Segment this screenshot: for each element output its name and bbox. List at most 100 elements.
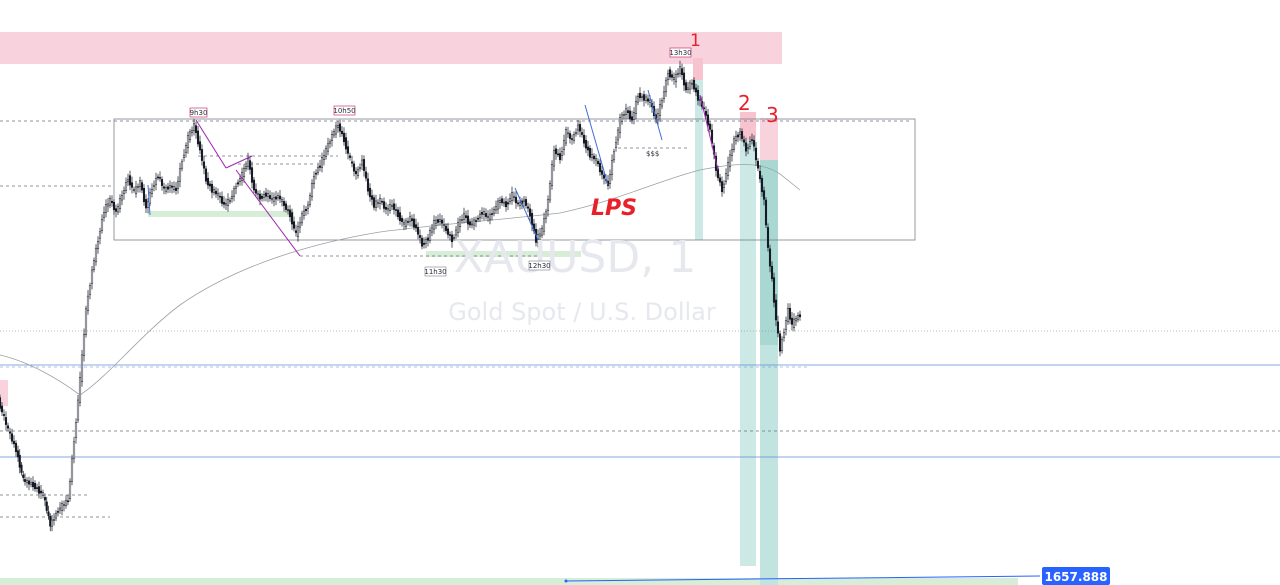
candle-body (544, 211, 548, 219)
candle-body (538, 233, 542, 237)
candle-body (236, 182, 240, 185)
candle-body (356, 169, 360, 176)
candle-body (596, 160, 600, 165)
candle-body (306, 204, 310, 209)
candle-body (442, 224, 446, 226)
lps-annotation: LPS (591, 196, 637, 221)
candle-body (472, 219, 476, 226)
candle-body (412, 218, 416, 228)
candle-body (168, 185, 172, 189)
candle-body (304, 209, 308, 211)
candle-body (92, 260, 96, 270)
candle-body (100, 219, 104, 231)
candle-body (776, 321, 780, 334)
candle-body (10, 433, 14, 442)
candle-body (430, 227, 434, 233)
candle-body (66, 500, 70, 503)
candle-body (782, 332, 786, 338)
supply-zone-peak-3 (760, 118, 778, 160)
candlesticks (0, 60, 802, 532)
candle-body (466, 215, 470, 225)
candle-body (488, 213, 492, 220)
candle-body (248, 160, 252, 170)
candle-body (496, 200, 500, 210)
candle-body (542, 218, 546, 232)
candle-body (234, 186, 238, 189)
candle-body (386, 208, 390, 211)
candle-body (194, 125, 198, 133)
candle-body (432, 219, 436, 230)
candle-body (280, 199, 284, 202)
candle-body (502, 201, 506, 204)
candle-body (16, 450, 20, 458)
candle-body (120, 195, 124, 201)
candle-body (37, 486, 41, 494)
candle-body (624, 108, 628, 115)
candle-body (20, 464, 23, 473)
candle-body (684, 82, 688, 91)
candle-body (728, 154, 732, 168)
candle-body (138, 180, 142, 187)
candle-body (136, 186, 140, 188)
candle-body (572, 134, 576, 141)
candle-body (80, 354, 84, 383)
candle-body (380, 200, 384, 203)
candle-body (202, 161, 206, 169)
candle-body (530, 212, 534, 226)
demand-zone-2 (426, 251, 581, 257)
candle-body (160, 179, 164, 186)
candle-body (200, 149, 204, 161)
candle-body (284, 203, 288, 210)
candle-body (224, 203, 228, 206)
candle-body (768, 248, 772, 267)
candle-body (638, 92, 642, 99)
candle-body (392, 203, 396, 210)
candle-body (724, 173, 728, 182)
candle-body (340, 130, 344, 135)
candle-body (266, 193, 270, 197)
candle-body (49, 516, 52, 527)
candle-body (576, 124, 580, 131)
candle-body (82, 334, 86, 356)
candle-body (208, 183, 212, 187)
candle-body (568, 133, 572, 139)
candle-body (22, 474, 25, 478)
candle-body (738, 131, 742, 135)
candle-body (556, 153, 560, 156)
candle-body (45, 501, 48, 511)
candle-body (206, 177, 210, 186)
candle-body (456, 222, 460, 233)
candle-body (154, 178, 158, 185)
candle-body (424, 239, 428, 244)
candle-body (394, 209, 398, 211)
candle-body (232, 188, 236, 197)
candle-body (0, 405, 4, 413)
candle-body (690, 82, 694, 85)
candle-body (742, 139, 746, 143)
candle-body (110, 200, 114, 204)
time-label-9h30: 9h30 (190, 107, 207, 118)
candle-body (358, 167, 362, 169)
candle-body (150, 188, 154, 194)
candle-body (88, 285, 92, 295)
candle-body (250, 167, 254, 183)
blue-wave-line (147, 184, 151, 216)
candle-body (662, 91, 666, 100)
candle-body (586, 146, 590, 151)
candle-body (748, 141, 752, 147)
candle-body (4, 417, 8, 425)
candle-body (286, 209, 290, 211)
candle-body (490, 213, 494, 215)
candle-body (220, 196, 224, 204)
candle-body (594, 157, 598, 161)
candle-body (78, 377, 82, 403)
candle-body (404, 220, 408, 228)
candle-body (41, 492, 45, 496)
target-price-anchor (564, 579, 568, 583)
candle-body (588, 148, 592, 158)
candle-body (506, 202, 510, 205)
candle-body (186, 135, 190, 148)
candle-body (222, 202, 226, 205)
candle-body (258, 193, 262, 200)
candle-body (190, 130, 194, 133)
